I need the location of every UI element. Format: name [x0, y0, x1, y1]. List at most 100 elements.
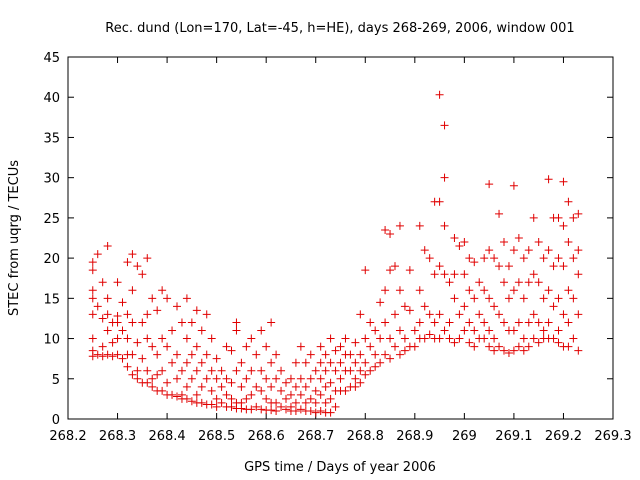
data-point	[366, 342, 375, 351]
x-tick-label: 268.7	[297, 429, 334, 444]
x-tick-label: 269.2	[545, 429, 582, 444]
data-point	[267, 358, 276, 367]
data-point	[376, 334, 385, 343]
data-point	[574, 209, 583, 218]
data-point	[153, 350, 162, 359]
data-point	[559, 310, 568, 319]
data-point	[88, 310, 97, 319]
data-point	[108, 352, 117, 361]
data-point	[395, 326, 404, 335]
y-tick-label: 30	[43, 172, 60, 187]
data-point	[133, 366, 142, 375]
data-point	[291, 358, 300, 367]
data-point	[182, 294, 191, 303]
data-point	[376, 298, 385, 307]
data-point	[282, 394, 290, 403]
data-point	[113, 350, 122, 359]
data-point	[420, 302, 429, 311]
data-point	[207, 386, 216, 395]
data-point	[316, 406, 325, 415]
data-point	[257, 386, 266, 395]
data-point	[366, 366, 375, 375]
data-point	[232, 366, 241, 375]
data-point	[356, 378, 365, 387]
data-point	[361, 266, 370, 275]
data-point	[509, 286, 518, 295]
data-point	[197, 398, 206, 407]
data-point	[509, 181, 518, 190]
data-point	[465, 318, 474, 327]
data-point	[554, 326, 563, 335]
data-point	[173, 350, 181, 359]
data-point	[306, 374, 315, 383]
data-point	[311, 386, 320, 395]
x-tick-label: 269.3	[594, 429, 631, 444]
data-point	[475, 310, 484, 319]
data-point	[395, 286, 404, 295]
x-tick-label: 268.5	[198, 429, 235, 444]
data-point	[262, 394, 271, 403]
x-tick-label: 268.6	[248, 429, 285, 444]
data-point	[381, 286, 390, 295]
x-tick-label: 268.3	[99, 429, 136, 444]
data-point	[98, 314, 107, 323]
data-point	[123, 334, 132, 343]
data-point	[237, 358, 246, 367]
data-point	[346, 366, 355, 375]
data-point	[168, 326, 177, 335]
data-point	[192, 306, 201, 315]
data-point	[435, 310, 444, 319]
data-point	[247, 334, 256, 343]
data-point	[356, 350, 365, 359]
data-point	[316, 390, 325, 399]
data-point	[237, 404, 246, 413]
data-point	[495, 209, 504, 218]
data-point	[539, 254, 548, 263]
data-point	[495, 262, 504, 271]
data-point	[158, 286, 167, 295]
data-point	[455, 242, 464, 251]
data-point	[425, 330, 434, 339]
data-point	[93, 302, 102, 311]
data-point	[128, 370, 137, 379]
data-point	[500, 278, 508, 287]
data-point	[420, 334, 429, 343]
data-point	[138, 318, 147, 327]
data-point	[326, 408, 335, 417]
data-point	[400, 346, 409, 355]
data-point	[306, 394, 315, 403]
data-point	[242, 342, 251, 351]
data-point	[391, 310, 399, 319]
data-point	[351, 374, 360, 383]
data-point	[465, 338, 474, 347]
data-point	[336, 342, 345, 351]
data-point	[272, 350, 281, 359]
data-point	[450, 294, 459, 303]
data-point	[371, 326, 380, 335]
data-point	[192, 366, 201, 375]
data-point	[569, 254, 578, 263]
data-point	[440, 173, 449, 182]
data-points	[88, 90, 583, 417]
x-tick-label: 269.1	[495, 429, 532, 444]
y-tick-label: 0	[52, 413, 60, 428]
data-point	[351, 338, 360, 347]
data-point	[391, 342, 399, 351]
data-point	[118, 326, 127, 335]
data-point	[88, 266, 97, 275]
data-point	[217, 398, 226, 407]
data-point	[197, 382, 206, 391]
data-point	[163, 294, 172, 303]
data-point	[366, 318, 375, 327]
data-point	[291, 398, 300, 407]
data-point	[217, 382, 226, 391]
data-point	[504, 294, 513, 303]
data-point	[549, 302, 558, 311]
data-point	[88, 286, 97, 295]
data-point	[346, 350, 355, 359]
data-point	[103, 310, 112, 319]
data-point	[500, 346, 508, 355]
data-point	[286, 390, 295, 399]
data-point	[539, 294, 548, 303]
data-point	[148, 382, 157, 391]
